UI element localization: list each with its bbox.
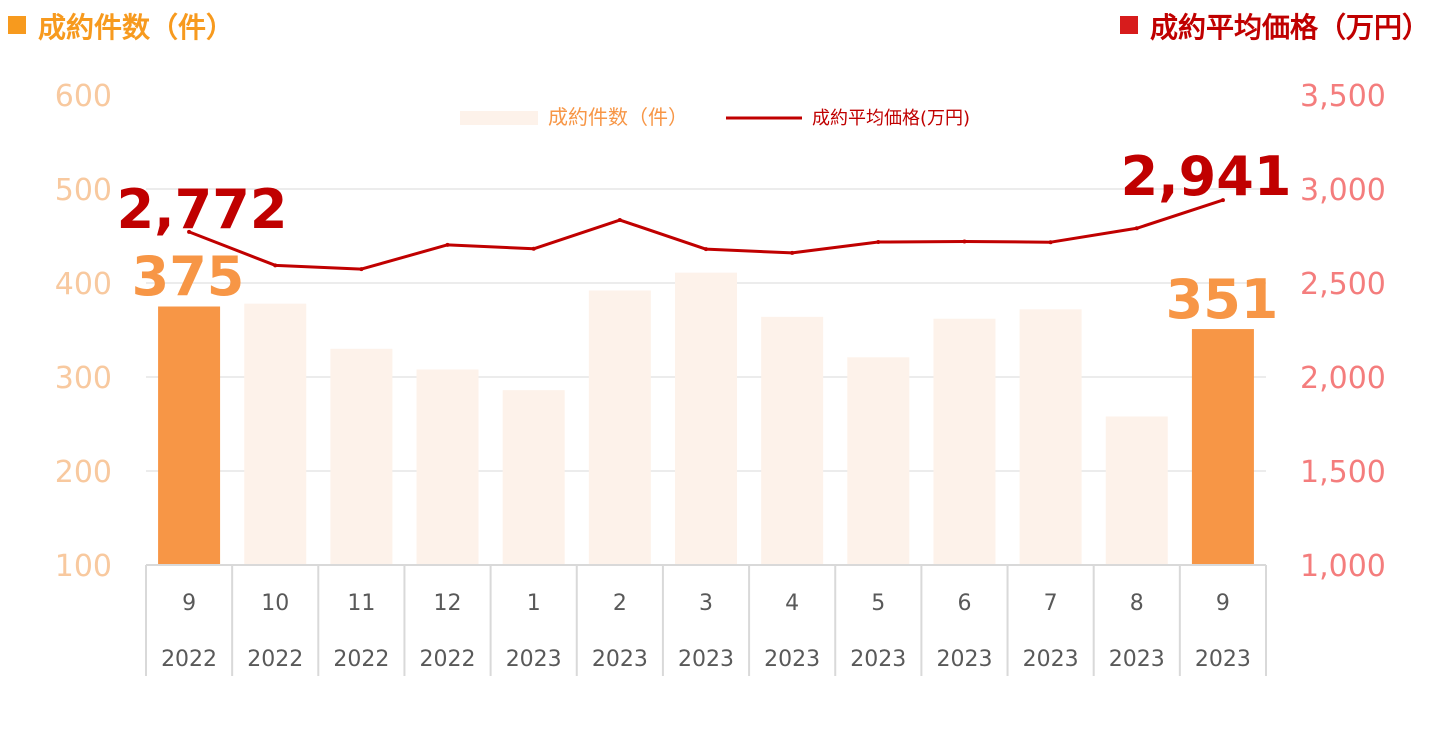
x-tick-label-month: 2 [613, 591, 627, 616]
x-tick-label-year: 2022 [161, 647, 217, 672]
bar [158, 306, 221, 565]
x-tick-label-month: 12 [434, 591, 462, 616]
price-point [790, 250, 795, 255]
bar [847, 357, 910, 565]
first-line-value-label: 2,772 [117, 178, 288, 241]
right-axis-tick-label: 2,500 [1300, 267, 1386, 302]
left-axis-tick-label: 100 [55, 549, 112, 584]
x-tick-label-year: 2023 [1023, 647, 1079, 672]
x-tick-label-year: 2023 [764, 647, 820, 672]
price-point [273, 263, 278, 268]
left-axis-header: 成約件数（件） [8, 6, 234, 46]
price-point [445, 242, 450, 247]
x-tick-label-year: 2023 [592, 647, 648, 672]
bar [244, 303, 307, 565]
price-line [188, 198, 1224, 271]
x-tick-label-month: 4 [785, 591, 799, 616]
bar [330, 348, 393, 565]
x-tick-label-year: 2023 [678, 647, 734, 672]
x-tick-label-month: 9 [182, 591, 196, 616]
right-header-text: 成約平均価格（万円） [1149, 11, 1430, 44]
left-axis-tick-label: 500 [55, 173, 112, 208]
x-tick-label-year: 2023 [1195, 647, 1251, 672]
bar [761, 316, 824, 565]
bar [1191, 329, 1254, 565]
price-point [359, 267, 364, 272]
first-bar-value-label: 375 [132, 245, 245, 308]
right-axis-tick-label: 3,500 [1300, 79, 1386, 114]
left-axis-tick-label: 300 [55, 361, 112, 396]
bar [1019, 309, 1082, 565]
legend-line-label: 成約平均価格(万円) [812, 108, 970, 129]
last-bar-value-label: 351 [1166, 268, 1279, 331]
left-header-text: 成約件数（件） [38, 11, 235, 44]
right-axis-tick-label: 3,000 [1300, 173, 1386, 208]
price-point [187, 229, 192, 234]
x-tick-label-year: 2023 [850, 647, 906, 672]
legend-bar-swatch [460, 111, 538, 125]
price-point [1134, 226, 1139, 231]
x-tick-label-month: 5 [871, 591, 885, 616]
price-point [531, 246, 536, 251]
x-tick-label-year: 2023 [506, 647, 562, 672]
bar [502, 390, 565, 565]
x-tick-label-month: 9 [1216, 591, 1230, 616]
x-tick-label-year: 2022 [247, 647, 303, 672]
right-axis-tick-label: 1,500 [1300, 455, 1386, 490]
x-tick-label-year: 2023 [1109, 647, 1165, 672]
price-point [1048, 240, 1053, 245]
x-tick-label-month: 8 [1130, 591, 1144, 616]
left-axis-tick-label: 400 [55, 267, 112, 302]
x-tick-label-year: 2023 [936, 647, 992, 672]
price-point [1220, 198, 1225, 203]
x-tick-label-month: 7 [1044, 591, 1058, 616]
bar [675, 272, 737, 565]
right-axis-tick-label: 2,000 [1300, 361, 1386, 396]
right-header-square-icon [1119, 16, 1138, 34]
x-tick-label-month: 1 [527, 591, 541, 616]
right-axis-header: 成約平均価格（万円） [1119, 6, 1430, 46]
left-axis-tick-label: 600 [55, 79, 112, 114]
x-tick-label-month: 11 [347, 591, 375, 616]
last-line-value-label: 2,941 [1121, 145, 1292, 208]
legend-bar-label: 成約件数（件） [548, 105, 688, 129]
bar [1105, 416, 1168, 565]
bar [933, 318, 996, 565]
left-axis-tick-label: 200 [55, 455, 112, 490]
price-point [704, 247, 708, 252]
right-axis-tick-label: 1,000 [1300, 549, 1386, 584]
price-point [876, 240, 881, 245]
bar [416, 369, 479, 565]
x-tick-label-month: 3 [699, 591, 713, 616]
bar [588, 290, 651, 565]
left-header-square-icon [8, 16, 26, 34]
price-point [617, 218, 622, 223]
x-tick-label-month: 6 [957, 591, 971, 616]
price-point [962, 239, 967, 244]
x-tick-label-year: 2022 [420, 647, 476, 672]
x-tick-label-year: 2022 [333, 647, 389, 672]
x-tick-label-month: 10 [261, 591, 289, 616]
